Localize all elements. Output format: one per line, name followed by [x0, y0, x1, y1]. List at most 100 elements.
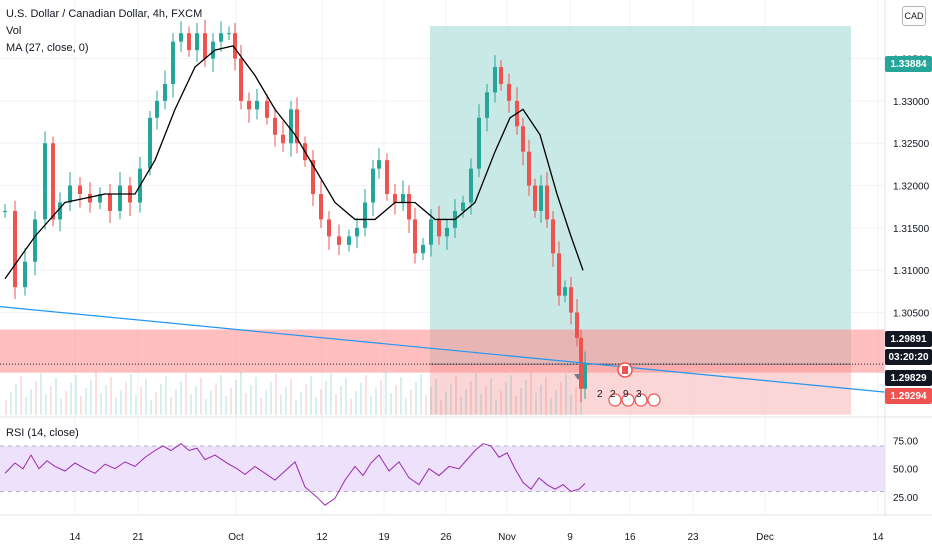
volume-bar	[420, 374, 422, 415]
candle-body	[507, 83, 511, 101]
candle-body	[337, 236, 341, 245]
volume-bar	[305, 384, 307, 415]
volume-bar	[90, 380, 92, 415]
event-flag-icon	[634, 393, 648, 407]
candle-body	[327, 219, 331, 237]
time-tick-label: Dec	[756, 532, 774, 543]
price-tick-label: 1.32000	[893, 182, 930, 193]
volume-bar	[20, 376, 22, 415]
volume-bar	[360, 383, 362, 415]
volume-bar	[105, 385, 107, 415]
volume-bar	[125, 382, 127, 415]
volume-bar	[265, 390, 267, 415]
volume-bar	[130, 374, 132, 415]
volume-bar	[285, 387, 287, 415]
candle-body	[413, 219, 417, 254]
volume-bar	[310, 376, 312, 415]
volume-bar	[390, 393, 392, 415]
volume-bar	[175, 389, 177, 415]
candle-body	[233, 33, 237, 59]
candle-body	[43, 143, 47, 220]
volume-bar	[250, 385, 252, 415]
candle-body	[108, 194, 112, 211]
volume-bar	[120, 390, 122, 415]
candle-body	[148, 117, 152, 169]
currency-button[interactable]: CAD	[902, 6, 926, 26]
candle-body	[219, 33, 223, 42]
volume-bar	[325, 381, 327, 415]
countdown-tag: 03:20:20	[885, 349, 932, 365]
volume-bar	[445, 392, 447, 415]
volume-bar	[190, 394, 192, 415]
volume-bar	[70, 383, 72, 415]
candle-body	[311, 160, 315, 195]
rsi-legend[interactable]: RSI (14, close)	[6, 427, 79, 439]
volume-bar	[510, 375, 512, 415]
volume-bar	[110, 377, 112, 415]
candle-body	[187, 33, 191, 51]
candle-body	[239, 58, 243, 101]
volume-bar	[45, 394, 47, 415]
volume-bar	[235, 380, 237, 415]
candle-body	[377, 160, 381, 169]
volume-bar	[225, 396, 227, 415]
volume-bar	[170, 397, 172, 415]
candle-body	[477, 117, 481, 169]
volume-legend[interactable]: Vol	[6, 25, 22, 37]
rsi-tick-label: 25.00	[893, 493, 918, 504]
volume-bar	[300, 392, 302, 415]
candle-body	[68, 185, 72, 203]
stop-price-tag: 1.29294	[885, 388, 932, 404]
volume-bar	[280, 395, 282, 415]
candle-body	[347, 236, 351, 245]
moving-average-line	[4, 45, 584, 280]
candle-body	[295, 109, 299, 144]
candle-body	[58, 202, 62, 220]
candle-body	[227, 33, 231, 35]
last-price-tag: 1.29891	[885, 331, 932, 347]
volume-bar	[435, 379, 437, 415]
candle-body	[421, 244, 425, 254]
candle-body	[23, 261, 27, 288]
price-tick-label: 1.32500	[893, 139, 930, 150]
candle-body	[563, 287, 567, 296]
candle-body	[407, 194, 411, 220]
time-tick-label: 16	[624, 532, 636, 543]
ma-legend[interactable]: MA (27, close, 0)	[6, 42, 89, 54]
target-price-tag: 1.33884	[885, 56, 932, 72]
price-tag-low: 1.29829	[885, 370, 932, 386]
candle-body	[289, 109, 293, 144]
symbol-legend[interactable]: U.S. Dollar / Canadian Dollar, 4h, FXCM	[6, 8, 203, 20]
volume-bar	[485, 386, 487, 415]
volume-bar	[320, 389, 322, 415]
volume-bar	[10, 392, 12, 415]
volume-bar	[335, 394, 337, 415]
volume-bar	[75, 375, 77, 415]
volume-bar	[475, 373, 477, 415]
volume-bar	[345, 378, 347, 415]
trendline	[0, 306, 886, 393]
volume-bar	[295, 400, 297, 415]
volume-bar	[330, 373, 332, 415]
volume-bar	[555, 390, 557, 415]
candle-body	[493, 67, 497, 93]
volume-bar	[495, 399, 497, 415]
price-tick-label: 1.31000	[893, 266, 930, 277]
time-tick-label: 12	[316, 532, 328, 543]
volume-bar	[575, 387, 577, 415]
volume-bar	[15, 384, 17, 415]
volume-bar	[40, 373, 42, 415]
candle-body	[3, 210, 7, 212]
volume-bar	[30, 389, 32, 415]
volume-bar	[515, 396, 517, 415]
volume-bar	[115, 398, 117, 415]
volume-bar	[375, 388, 377, 415]
volume-bar	[240, 372, 242, 415]
volume-bar	[545, 377, 547, 415]
volume-bar	[25, 397, 27, 415]
volume-bar	[55, 378, 57, 415]
candle-body	[393, 194, 397, 203]
volume-bar	[535, 393, 537, 415]
volume-bar	[5, 400, 7, 415]
